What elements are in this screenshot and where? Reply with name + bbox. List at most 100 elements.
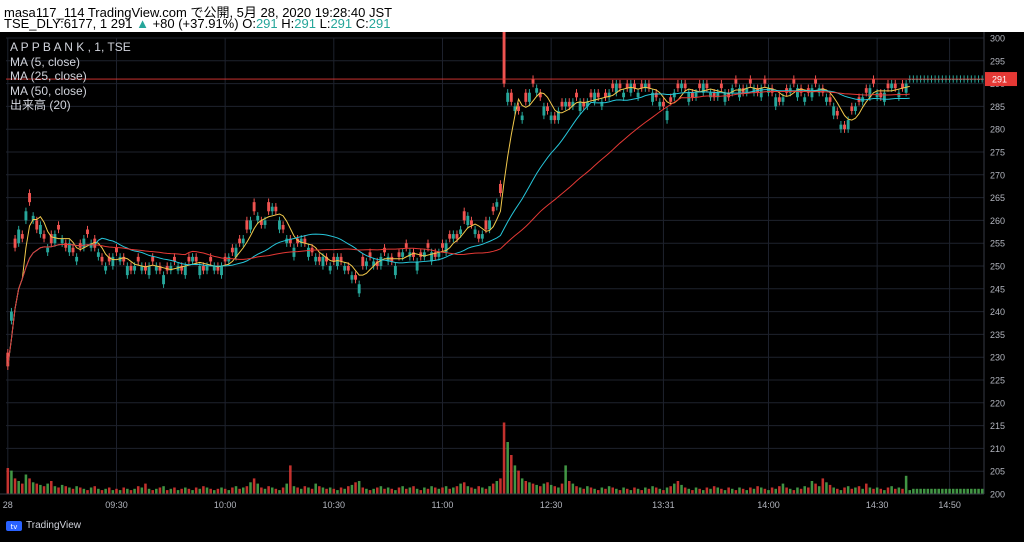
volume-bar — [680, 484, 683, 494]
volume-bar — [665, 487, 669, 494]
candle-body — [567, 101, 571, 107]
volume-bar — [238, 488, 241, 494]
candle-body — [748, 79, 752, 84]
candle-body — [498, 183, 502, 194]
y-tick-label: 270 — [990, 170, 1005, 180]
candle-body — [281, 224, 285, 230]
candlestick-chart[interactable]: 3002952902852802752702652602552502452402… — [0, 32, 1024, 515]
candle-body — [792, 79, 796, 84]
volume-bar — [673, 483, 676, 494]
candle-body — [60, 238, 64, 244]
candle-body — [864, 88, 868, 93]
candle-body — [151, 256, 155, 262]
candle-body — [303, 238, 307, 244]
candle-body — [709, 92, 712, 98]
candle-body — [144, 266, 147, 271]
candle-body — [781, 97, 785, 102]
candle-body — [810, 88, 814, 98]
candle-body — [343, 266, 347, 271]
candle-body — [299, 238, 303, 244]
volume-bar — [788, 488, 792, 494]
candle-body — [412, 252, 415, 257]
candle-body — [977, 79, 981, 81]
candle-body — [564, 101, 568, 107]
volume-bar — [481, 487, 484, 494]
x-tick-label: 14:50 — [938, 500, 961, 510]
volume-bar — [310, 488, 314, 494]
change-arrow-icon: ▲ — [136, 16, 149, 31]
volume-bar — [625, 488, 629, 494]
volume-bar — [292, 486, 296, 494]
volume-bar — [781, 483, 785, 494]
volume-bar — [133, 488, 136, 494]
volume-bar — [97, 488, 100, 494]
candle-body — [908, 79, 912, 81]
volume-bar — [720, 488, 723, 494]
volume-bar — [698, 488, 701, 494]
candle-body — [104, 266, 108, 271]
volume-bar — [738, 487, 741, 494]
x-tick-label: 12:30 — [540, 500, 563, 510]
volume-bar — [234, 486, 238, 494]
volume-bar — [723, 490, 727, 494]
candle-body — [524, 92, 528, 102]
y-tick-label: 235 — [990, 330, 1005, 340]
volume-bar — [767, 490, 770, 494]
volume-bar — [136, 486, 140, 494]
volume-bar — [462, 482, 466, 494]
candle-body — [763, 79, 767, 84]
candle-body — [67, 243, 71, 253]
volume-bar — [528, 482, 531, 494]
candle-body — [734, 79, 738, 84]
volume-bar — [658, 488, 662, 494]
close-value: 291 — [368, 16, 391, 31]
candle-body — [459, 229, 463, 235]
candle-body — [542, 106, 546, 116]
candle-body — [227, 256, 231, 262]
ma50-line — [7, 90, 910, 367]
candle-body — [868, 88, 872, 98]
volume-bar — [21, 483, 24, 494]
volume-bar — [499, 478, 502, 494]
volume-bar — [118, 490, 122, 494]
volume-bar — [702, 490, 705, 494]
candle-body — [633, 83, 636, 89]
candle-body — [828, 97, 832, 102]
volume-bar — [289, 465, 292, 494]
candle-body — [473, 229, 477, 235]
volume-bar — [843, 487, 846, 494]
volume-bar — [107, 487, 111, 494]
volume-bar — [184, 487, 187, 494]
candle-body — [640, 83, 644, 89]
volume-bar — [582, 488, 586, 494]
volume-bar — [328, 487, 332, 494]
volume-bar — [53, 486, 57, 494]
volume-bar — [912, 488, 915, 494]
volume-bar — [180, 488, 183, 494]
ma5-line — [7, 85, 910, 367]
volume-bar — [636, 488, 640, 494]
candle-body — [846, 120, 850, 130]
volume-bar — [270, 487, 274, 494]
candle-body — [115, 247, 118, 253]
volume-bar — [245, 486, 249, 494]
candle-body — [31, 215, 35, 221]
tradingview-logo[interactable]: tv TradingView — [6, 520, 81, 531]
candle-body — [890, 83, 894, 89]
volume-bar — [209, 488, 212, 494]
legend-ma50: MA (50, close) — [10, 83, 87, 98]
volume-bar — [535, 484, 538, 494]
volume-bar — [336, 490, 339, 494]
volume-bar — [321, 487, 325, 494]
candle-body — [332, 256, 336, 262]
volume-bar — [155, 488, 158, 494]
volume-bar — [589, 487, 593, 494]
candle-body — [690, 92, 694, 98]
volume-bar — [17, 481, 20, 494]
x-tick-label: 14:00 — [757, 500, 780, 510]
candle-body — [719, 83, 723, 89]
candle-body — [665, 110, 669, 121]
volume-bar — [832, 487, 835, 494]
volume-bar — [339, 487, 343, 494]
candle-body — [701, 83, 705, 93]
